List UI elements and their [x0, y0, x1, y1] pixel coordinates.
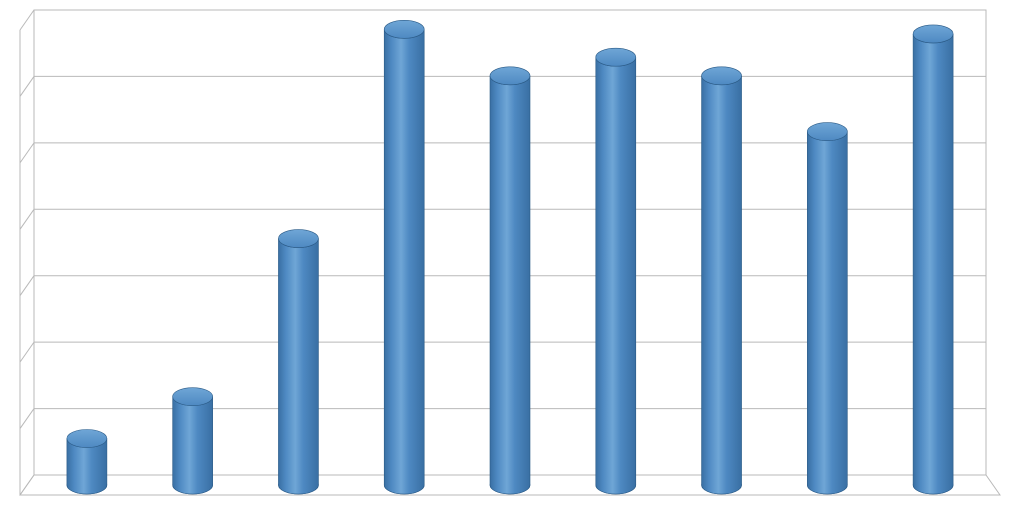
bar-chart-3d	[0, 0, 1016, 505]
gridline-side	[20, 276, 34, 296]
bar	[384, 20, 424, 494]
bar	[596, 48, 636, 494]
bar	[67, 430, 107, 495]
gridline-side	[20, 76, 34, 96]
bar	[278, 230, 318, 494]
gridline-side	[20, 342, 34, 362]
gridline-side	[20, 10, 34, 30]
gridline-side	[20, 209, 34, 229]
chart-canvas	[0, 0, 1016, 505]
bar	[702, 67, 742, 494]
bar	[913, 25, 953, 494]
gridline-side	[20, 409, 34, 429]
gridline-side	[20, 143, 34, 163]
bar	[173, 388, 213, 494]
bar	[490, 67, 530, 494]
bar	[807, 123, 847, 494]
